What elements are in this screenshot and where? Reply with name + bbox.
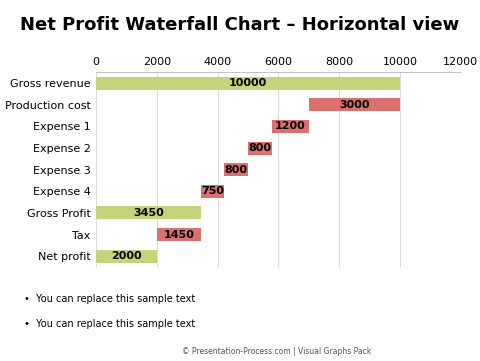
Text: 1450: 1450 — [163, 230, 194, 240]
Text: 800: 800 — [224, 165, 247, 175]
Bar — [96, 206, 201, 219]
Bar — [96, 250, 157, 263]
Text: Net Profit Waterfall Chart – Horizontal view: Net Profit Waterfall Chart – Horizontal … — [20, 16, 460, 34]
Bar — [224, 163, 248, 176]
Bar — [309, 98, 400, 111]
Bar — [272, 120, 309, 133]
Text: 3450: 3450 — [133, 208, 164, 218]
Text: © Presentation-Process.com | Visual Graphs Pack: © Presentation-Process.com | Visual Grap… — [182, 347, 372, 356]
Bar — [157, 228, 201, 241]
Text: 800: 800 — [249, 143, 272, 153]
Text: 1200: 1200 — [275, 121, 306, 131]
Text: •  You can replace this sample text: • You can replace this sample text — [24, 294, 195, 304]
Text: 750: 750 — [201, 186, 224, 196]
Bar — [201, 185, 224, 198]
Bar — [96, 77, 400, 90]
Text: 2000: 2000 — [111, 251, 142, 261]
Text: 3000: 3000 — [339, 100, 370, 110]
Text: •  You can replace this sample text: • You can replace this sample text — [24, 319, 195, 330]
Text: 10000: 10000 — [229, 78, 267, 88]
Bar — [248, 142, 272, 155]
